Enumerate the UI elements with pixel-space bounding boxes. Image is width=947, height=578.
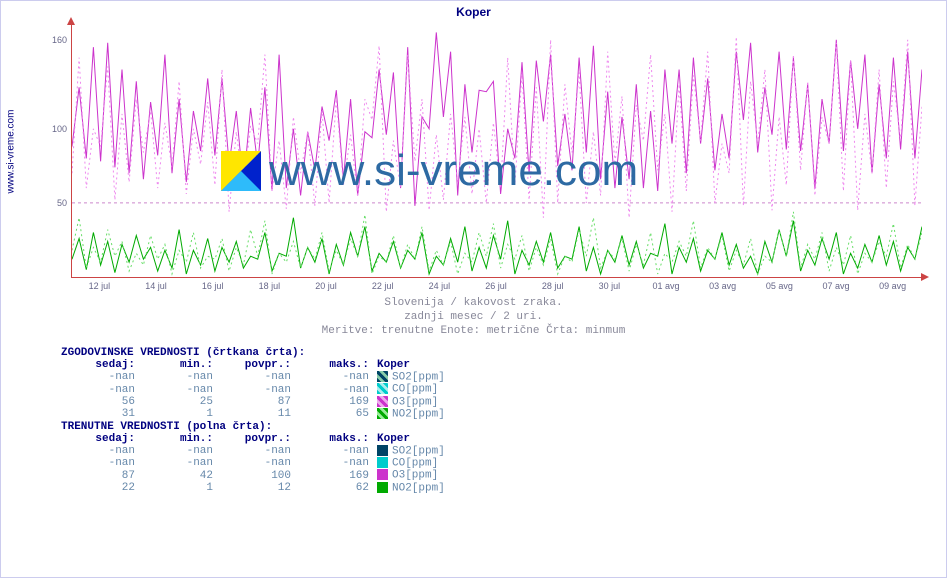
cell-min: -nan bbox=[139, 457, 217, 469]
cell-povpr: 12 bbox=[217, 482, 295, 494]
col-header: povpr.: bbox=[217, 359, 295, 371]
x-tick-label: 05 avg bbox=[759, 281, 799, 291]
y-tick-label: 50 bbox=[57, 198, 67, 208]
x-tick-label: 09 avg bbox=[873, 281, 913, 291]
cell-param: NO2[ppm] bbox=[373, 482, 449, 494]
col-header: sedaj: bbox=[61, 433, 139, 445]
cell-min: 42 bbox=[139, 469, 217, 481]
x-tick-label: 14 jul bbox=[136, 281, 176, 291]
table-row: -nan-nan-nan-nanCO[ppm] bbox=[61, 383, 449, 395]
y-tick-label: 100 bbox=[52, 124, 67, 134]
chart-frame: www.si-vreme.com Koper 50100160 12 jul14… bbox=[0, 0, 947, 578]
cell-param: O3[ppm] bbox=[373, 469, 449, 481]
x-tick-label: 26 jul bbox=[476, 281, 516, 291]
historic-table: sedaj:min.:povpr.:maks.:Koper-nan-nan-na… bbox=[61, 359, 449, 421]
cell-sedaj: -nan bbox=[61, 383, 139, 395]
cell-sedaj: 56 bbox=[61, 396, 139, 408]
cell-povpr: 100 bbox=[217, 469, 295, 481]
cell-maks: -nan bbox=[295, 445, 373, 457]
cell-maks: 62 bbox=[295, 482, 373, 494]
col-header: maks.: bbox=[295, 433, 373, 445]
cell-sedaj: -nan bbox=[61, 445, 139, 457]
cell-min: 25 bbox=[139, 396, 217, 408]
table-row: -nan-nan-nan-nanSO2[ppm] bbox=[61, 371, 449, 383]
current-table: sedaj:min.:povpr.:maks.:Koper-nan-nan-na… bbox=[61, 433, 449, 495]
col-header: maks.: bbox=[295, 359, 373, 371]
table-row: 562587169O3[ppm] bbox=[61, 396, 449, 408]
data-tables: ZGODOVINSKE VREDNOSTI (črtkana črta):sed… bbox=[61, 347, 449, 494]
cell-sedaj: 31 bbox=[61, 408, 139, 420]
y-tick-label: 160 bbox=[52, 35, 67, 45]
cell-min: -nan bbox=[139, 383, 217, 395]
cell-sedaj: 22 bbox=[61, 482, 139, 494]
col-header: min.: bbox=[139, 433, 217, 445]
cell-sedaj: 87 bbox=[61, 469, 139, 481]
col-header: Koper bbox=[373, 359, 449, 371]
subtitle-line-2: zadnji mesec / 2 uri. bbox=[1, 311, 946, 323]
plot-area bbox=[71, 25, 922, 278]
cell-povpr: 87 bbox=[217, 396, 295, 408]
cell-param: O3[ppm] bbox=[373, 396, 449, 408]
cell-maks: -nan bbox=[295, 383, 373, 395]
cell-param: NO2[ppm] bbox=[373, 408, 449, 420]
x-tick-label: 30 jul bbox=[589, 281, 629, 291]
subtitle-line-3: Meritve: trenutne Enote: metrične Črta: … bbox=[1, 325, 946, 337]
x-tick-label: 12 jul bbox=[79, 281, 119, 291]
cell-param: CO[ppm] bbox=[373, 457, 449, 469]
cell-param: SO2[ppm] bbox=[373, 445, 449, 457]
table-row: 8742100169O3[ppm] bbox=[61, 469, 449, 481]
cell-param: CO[ppm] bbox=[373, 383, 449, 395]
cell-sedaj: -nan bbox=[61, 457, 139, 469]
cell-povpr: -nan bbox=[217, 371, 295, 383]
x-tick-label: 01 avg bbox=[646, 281, 686, 291]
table-row: -nan-nan-nan-nanSO2[ppm] bbox=[61, 445, 449, 457]
cell-povpr: -nan bbox=[217, 445, 295, 457]
cell-min: -nan bbox=[139, 445, 217, 457]
x-axis-arrow bbox=[921, 273, 929, 281]
x-axis-ticks: 12 jul 14 jul 16 jul 18 jul 20 jul 22 jul 24 j… bbox=[71, 281, 921, 295]
col-header: sedaj: bbox=[61, 359, 139, 371]
historic-header: ZGODOVINSKE VREDNOSTI (črtkana črta): bbox=[61, 347, 449, 359]
y-axis-ticks: 50 100 160 bbox=[1, 25, 67, 277]
current-header: TRENUTNE VREDNOSTI (polna črta): bbox=[61, 421, 449, 433]
x-tick-label: 22 jul bbox=[363, 281, 403, 291]
x-tick-label: 28 jul bbox=[533, 281, 573, 291]
table-row: -nan-nan-nan-nanCO[ppm] bbox=[61, 457, 449, 469]
x-tick-label: 07 avg bbox=[816, 281, 856, 291]
cell-maks: -nan bbox=[295, 457, 373, 469]
cell-povpr: -nan bbox=[217, 457, 295, 469]
x-tick-label: 16 jul bbox=[193, 281, 233, 291]
x-tick-label: 18 jul bbox=[249, 281, 289, 291]
col-header: min.: bbox=[139, 359, 217, 371]
cell-povpr: -nan bbox=[217, 383, 295, 395]
x-tick-label: 20 jul bbox=[306, 281, 346, 291]
subtitle-line-1: Slovenija / kakovost zraka. bbox=[1, 297, 946, 309]
cell-min: 1 bbox=[139, 482, 217, 494]
cell-maks: 169 bbox=[295, 469, 373, 481]
x-tick-label: 03 avg bbox=[703, 281, 743, 291]
cell-sedaj: -nan bbox=[61, 371, 139, 383]
cell-povpr: 11 bbox=[217, 408, 295, 420]
cell-maks: 169 bbox=[295, 396, 373, 408]
table-row: 2211262NO2[ppm] bbox=[61, 482, 449, 494]
col-header: povpr.: bbox=[217, 433, 295, 445]
cell-min: 1 bbox=[139, 408, 217, 420]
cell-maks: 65 bbox=[295, 408, 373, 420]
y-axis-arrow bbox=[67, 17, 75, 25]
chart-title: Koper bbox=[1, 5, 946, 19]
col-header: Koper bbox=[373, 433, 449, 445]
table-row: 3111165NO2[ppm] bbox=[61, 408, 449, 420]
cell-maks: -nan bbox=[295, 371, 373, 383]
x-tick-label: 24 jul bbox=[419, 281, 459, 291]
cell-param: SO2[ppm] bbox=[373, 371, 449, 383]
cell-min: -nan bbox=[139, 371, 217, 383]
